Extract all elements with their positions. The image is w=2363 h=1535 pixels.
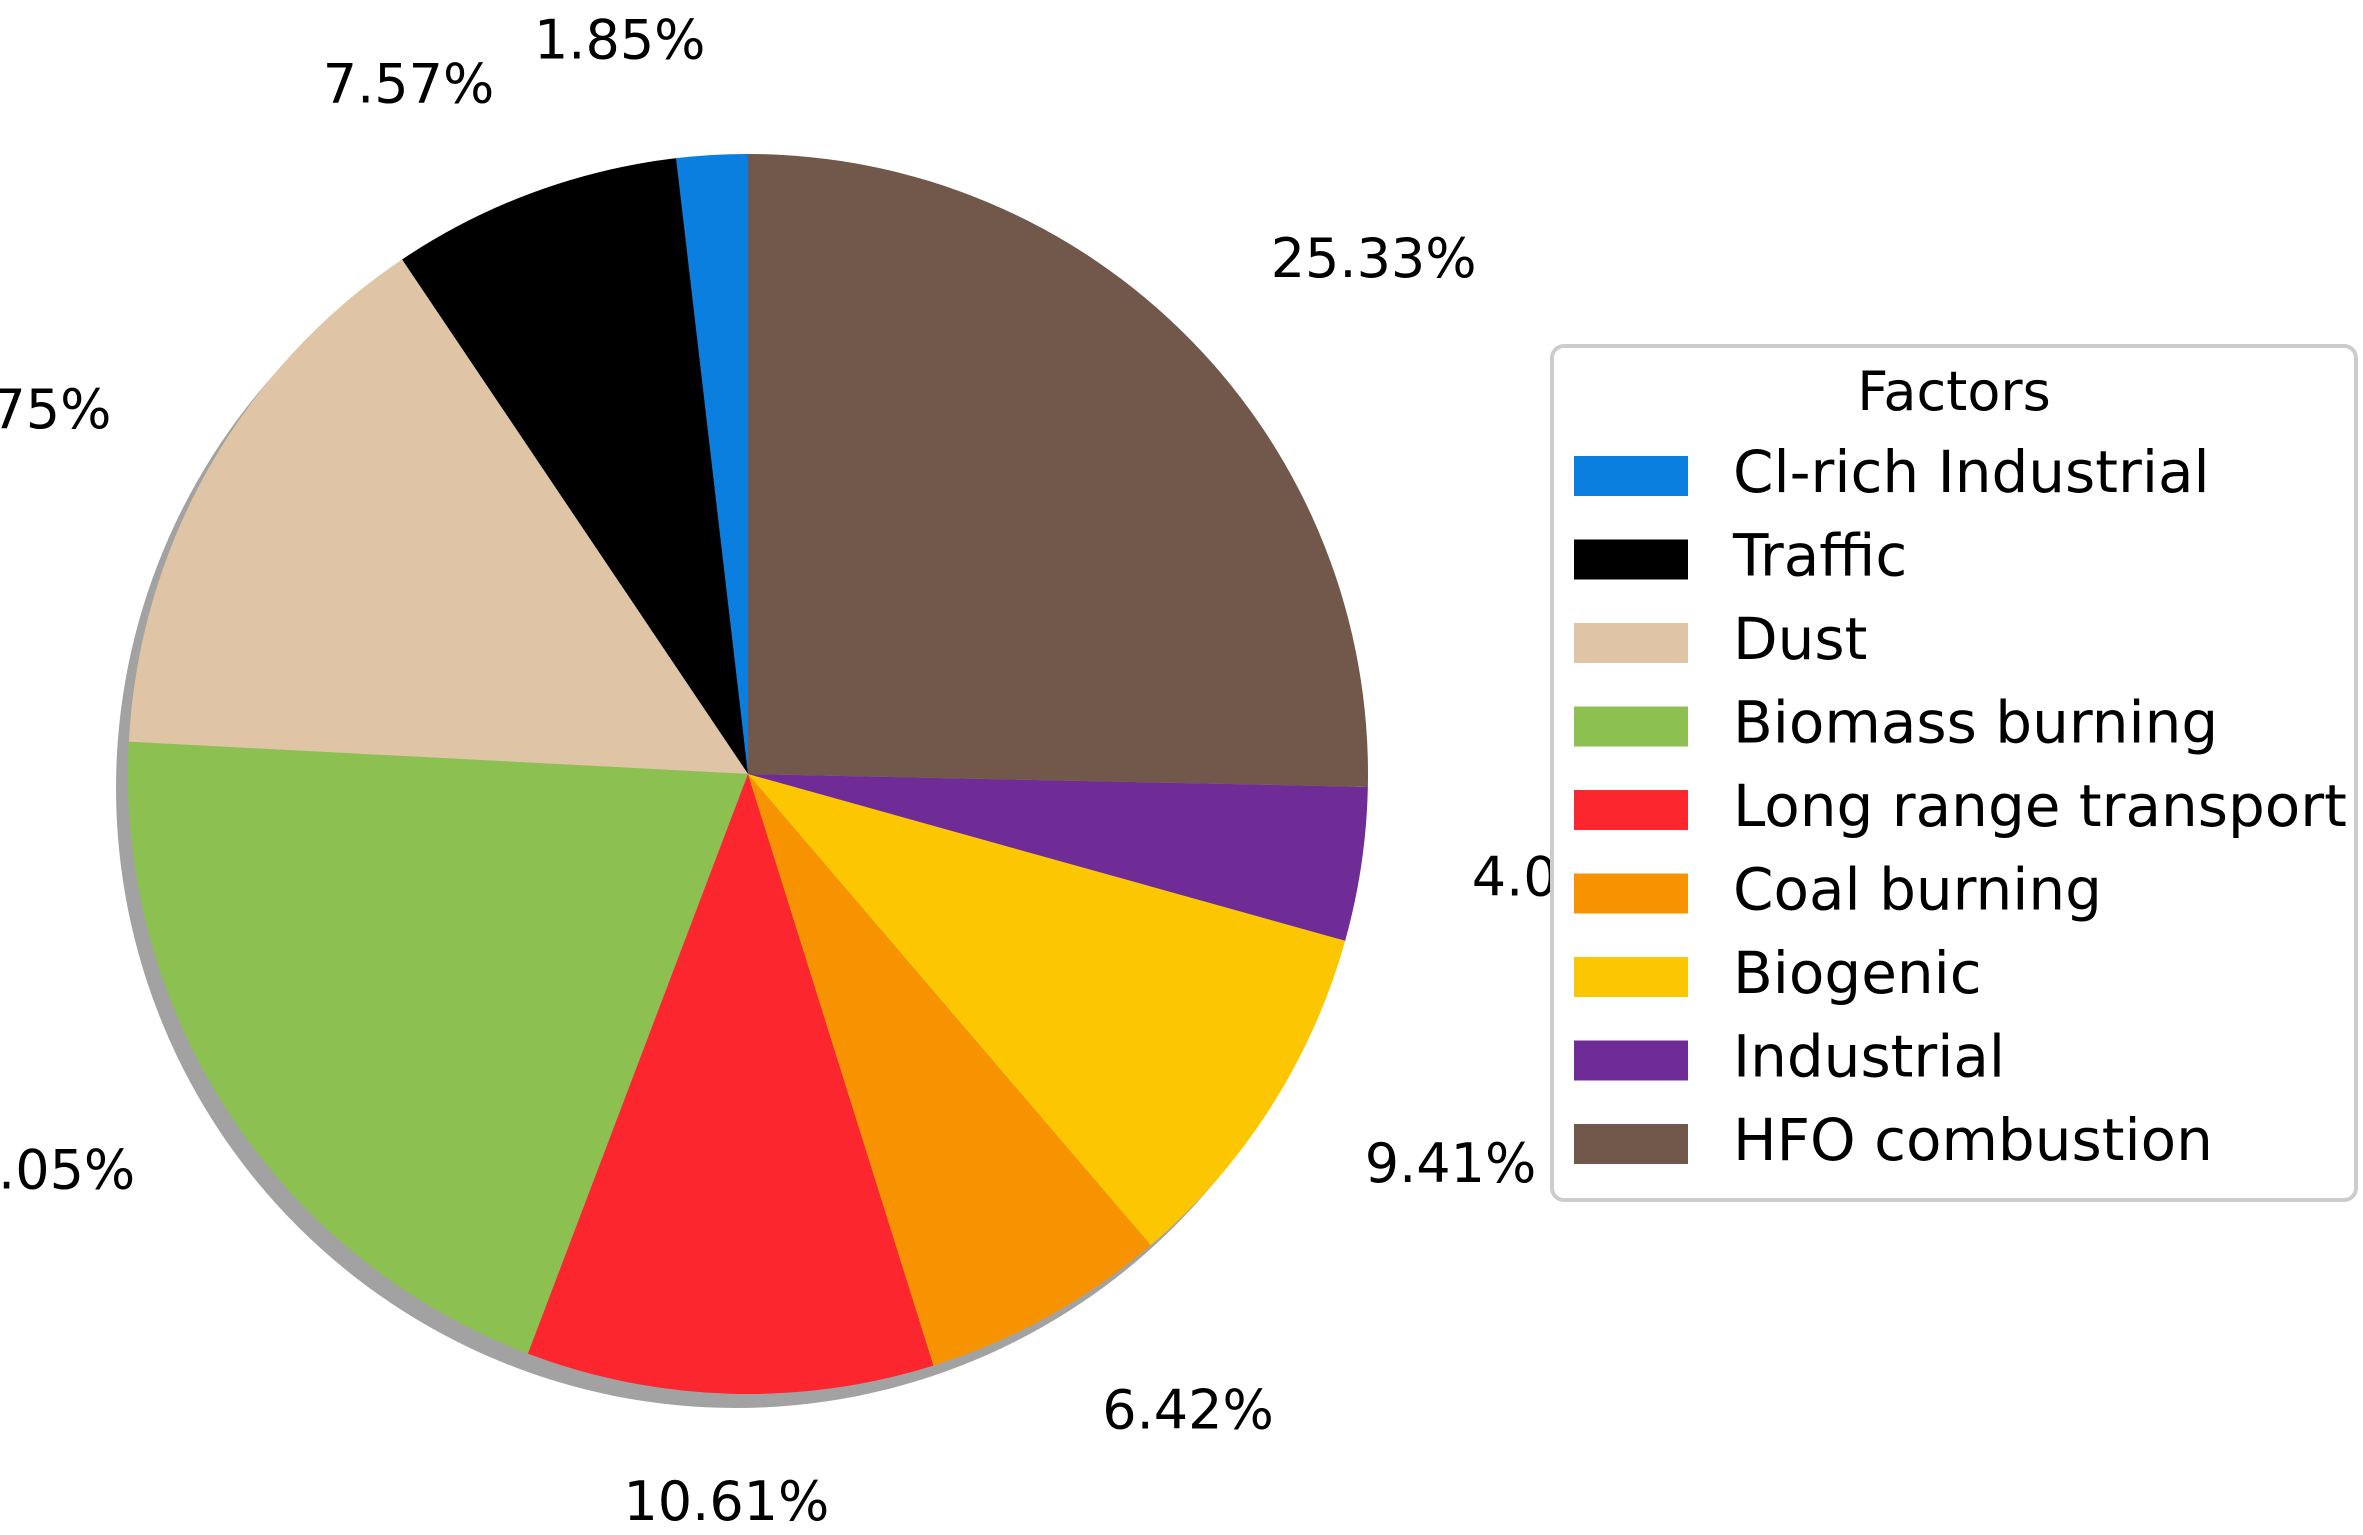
pie-slice-traffic bbox=[402, 158, 748, 774]
pie-slice-cl-rich-industrial bbox=[676, 154, 748, 774]
legend-title: Factors bbox=[1857, 360, 2050, 423]
legend: Factors Cl-rich Industrial Traffic Dust Bio… bbox=[1550, 344, 2358, 1202]
pie-slice-biomass-burning bbox=[127, 741, 748, 1354]
legend-swatch-dust bbox=[1574, 623, 1688, 663]
legend-swatch-long-range-transport bbox=[1574, 790, 1688, 830]
slices-layer bbox=[116, 154, 1368, 1408]
legend-label-biogenic: Biogenic bbox=[1733, 939, 1982, 1007]
pie-slice-long-range-transport bbox=[527, 774, 934, 1394]
pie-slice-industrial bbox=[748, 774, 1368, 941]
legend-swatch-coal-burning bbox=[1574, 873, 1688, 914]
legend-label-biomass-burning: Biomass burning bbox=[1733, 689, 2218, 757]
legend-swatch-traffic bbox=[1574, 539, 1688, 580]
legend-items: Cl-rich Industrial Traffic Dust Biomass bur… bbox=[1574, 438, 2347, 1174]
value-label-biomass-burning: 20.05% bbox=[0, 1138, 135, 1201]
value-labels-layer: 1.85%7.57%14.75%20.05%10.61%6.42%9.41%4.… bbox=[0, 8, 1643, 1533]
legend-frame bbox=[1550, 344, 2358, 1202]
value-label-coal-burning: 6.42% bbox=[1102, 1379, 1274, 1442]
legend-swatch-hfo-combustion bbox=[1574, 1124, 1688, 1164]
value-label-hfo-combustion: 25.33% bbox=[1271, 227, 1477, 290]
value-label-traffic: 7.57% bbox=[323, 52, 495, 115]
pie-slice-coal-burning bbox=[748, 774, 1151, 1366]
legend-label-hfo-combustion: HFO combustion bbox=[1733, 1106, 2213, 1174]
legend-label-cl-rich-industrial: Cl-rich Industrial bbox=[1733, 438, 2210, 506]
legend-swatch-biogenic bbox=[1574, 957, 1688, 997]
value-label-long-range-transport: 10.61% bbox=[623, 1470, 829, 1533]
pie-slice-dust bbox=[128, 259, 748, 774]
value-label-cl-rich-industrial: 1.85% bbox=[534, 8, 706, 71]
legend-swatch-industrial bbox=[1574, 1040, 1688, 1081]
legend-label-traffic: Traffic bbox=[1732, 522, 1907, 590]
legend-label-long-range-transport: Long range transport bbox=[1733, 772, 2347, 840]
legend-label-coal-burning: Coal burning bbox=[1733, 856, 2102, 924]
legend-swatch-biomass-burning bbox=[1574, 706, 1688, 747]
pie-slice-biogenic bbox=[748, 774, 1346, 1246]
value-label-biogenic: 9.41% bbox=[1365, 1132, 1537, 1195]
legend-label-industrial: Industrial bbox=[1733, 1023, 2005, 1091]
pie-slice-hfo-combustion bbox=[748, 154, 1368, 787]
legend-swatch-cl-rich-industrial bbox=[1574, 456, 1688, 496]
legend-label-dust: Dust bbox=[1733, 605, 1867, 673]
value-label-dust: 14.75% bbox=[0, 378, 111, 441]
